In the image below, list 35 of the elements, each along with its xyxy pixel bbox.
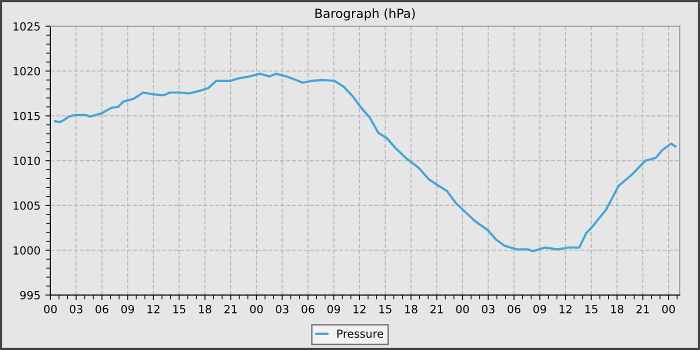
y-tick-label: 1020 (14, 67, 40, 76)
x-tick-label: 15 (173, 305, 186, 314)
legend-label: Pressure (337, 330, 384, 338)
y-tick-label: 1000 (14, 246, 40, 255)
x-tick-label: 18 (199, 304, 212, 314)
x-tick-label: 00 (250, 304, 263, 314)
x-tick-label: 00 (662, 304, 675, 314)
x-tick-label: 15 (585, 305, 598, 314)
x-tick-label: 06 (302, 304, 314, 314)
y-tick-label: 995 (20, 291, 40, 300)
x-tick-label: 09 (533, 304, 546, 314)
x-tick-label: 03 (482, 304, 494, 314)
x-tick-label: 09 (121, 304, 134, 314)
y-tick-label: 1015 (14, 112, 40, 120)
x-tick-label: 09 (327, 304, 340, 314)
x-tick-label: 21 (636, 304, 649, 314)
x-tick-label: 12 (560, 304, 572, 314)
x-tick-label: 21 (224, 304, 237, 314)
y-tick-label: 1025 (14, 22, 40, 31)
x-tick-label: 03 (276, 304, 288, 314)
x-tick-label: 00 (44, 304, 57, 314)
x-tick-label: 18 (611, 304, 624, 314)
line-series (54, 72, 677, 252)
x-tick-label: 00 (456, 304, 469, 314)
x-tick-label: 06 (508, 304, 520, 314)
y-tick-label: 1005 (14, 201, 40, 210)
chart-title: Barograph (hPa) (315, 8, 415, 21)
x-tick-label: 15 (379, 305, 392, 314)
x-tick-label: 18 (405, 304, 418, 314)
x-tick-label: 06 (96, 304, 108, 314)
x-tick-label: 12 (354, 304, 366, 314)
y-tick-label: 1010 (14, 156, 40, 166)
x-tick-label: 21 (430, 304, 443, 314)
x-tick-label: 03 (70, 304, 82, 314)
x-tick-label: 12 (148, 304, 160, 314)
